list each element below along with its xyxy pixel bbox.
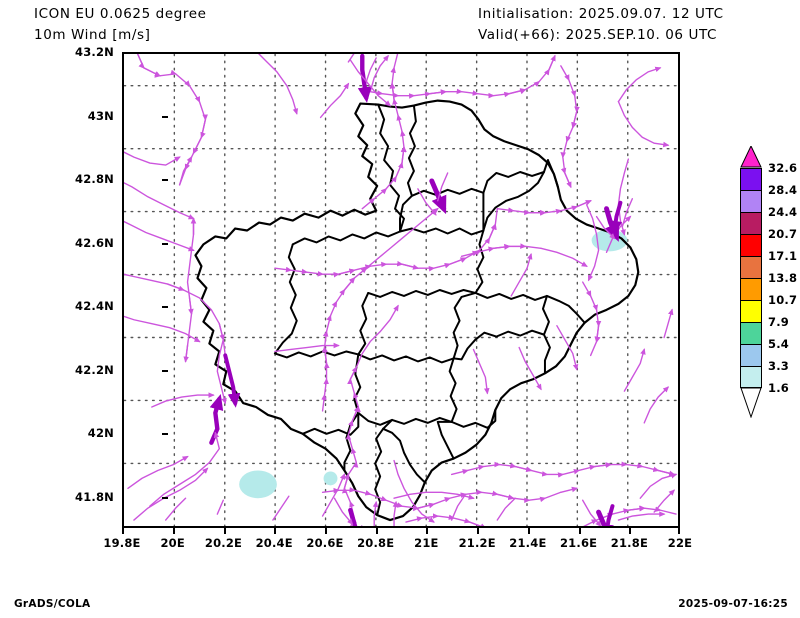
generation-timestamp: 2025-09-07-16:25 [678, 598, 788, 610]
x-tick-label: 21.4E [509, 536, 547, 550]
x-tick-label: 20.8E [357, 536, 395, 550]
x-tick-mark [122, 528, 124, 534]
x-tick-label: 21.2E [458, 536, 496, 550]
colorbar-tick-label: 1.6 [768, 381, 789, 395]
initialisation-time: Initialisation: 2025.09.07. 12 UTC [478, 6, 724, 22]
y-tick-label: 42N [87, 426, 114, 440]
y-tick-mark [162, 52, 168, 54]
wind-streamlines [124, 54, 678, 526]
y-tick-label: 42.4N [75, 299, 114, 313]
x-tick-mark [678, 528, 680, 534]
field-title: 10m Wind [m/s] [34, 27, 151, 43]
valid-time: Valid(+66): 2025.SEP.10. 06 UTC [478, 27, 718, 43]
x-tick-mark [274, 528, 277, 534]
y-tick-label: 42.8N [75, 172, 114, 186]
y-tick-mark [162, 433, 168, 435]
wind-speed-colorbar: 32.6 28.4 24.4 20.7 17.1 13.8 10.7 7.9 5… [740, 146, 798, 446]
colorbar-tick-label: 13.8 [768, 271, 798, 285]
x-tick-label: 21.8E [610, 536, 649, 550]
colorbar-tick-label: 10.7 [768, 293, 798, 307]
x-axis-ticks: 19.8E 20E 20.2E 20.4E 20.6E 20.8E 21E 21… [103, 528, 692, 554]
map-canvas [124, 54, 678, 526]
x-tick-mark [527, 528, 530, 534]
colorbar-cell [740, 212, 762, 234]
colorbar-tick-label: 17.1 [768, 249, 798, 263]
x-tick-mark [477, 528, 480, 534]
colorbar-tick-label: 24.4 [768, 205, 798, 219]
model-title: ICON EU 0.0625 degree [34, 6, 207, 22]
x-tick-label: 21.6E [559, 536, 598, 550]
y-tick-mark [162, 369, 168, 372]
x-tick-mark [325, 528, 327, 534]
x-tick-label: 20.6E [306, 536, 344, 550]
x-tick-label: 19.8E [103, 536, 141, 550]
y-tick-label: 42.6N [75, 235, 114, 250]
y-tick-label: 43N [87, 108, 114, 123]
colorbar-cell [740, 168, 762, 190]
colorbar-cell [740, 278, 762, 300]
x-tick-mark [578, 528, 581, 534]
y-tick-mark [162, 496, 168, 499]
y-tick-mark [162, 115, 168, 118]
producer-label: GrADS/COLA [14, 598, 91, 610]
colorbar-cell [740, 234, 762, 256]
y-tick-mark [162, 306, 168, 308]
colorbar-cell [740, 322, 762, 344]
y-tick-label: 43.2N [75, 45, 114, 59]
colorbar-tick-label: 28.4 [768, 183, 798, 197]
x-tick-mark [172, 528, 175, 534]
colorbar-cell [740, 190, 762, 212]
colorbar-tick-label: 32.6 [768, 161, 798, 175]
x-tick-label: 21E [414, 536, 439, 550]
colorbar-below-min-arrow [740, 388, 762, 418]
colorbar-color-cells [740, 168, 762, 388]
y-tick-label: 42.2N [75, 362, 114, 377]
wind-speed-contour-patches [239, 229, 628, 499]
colorbar-tick-label: 5.4 [768, 337, 789, 351]
colorbar-tick-label: 20.7 [768, 227, 798, 241]
y-tick-label: 41.8N [75, 489, 114, 504]
colorbar-cell [740, 366, 762, 388]
colorbar-above-max-arrow [740, 146, 762, 168]
x-tick-mark [375, 528, 378, 534]
y-tick-mark [162, 242, 168, 245]
x-tick-label: 20E [160, 536, 185, 550]
map-gridlines [124, 54, 678, 526]
map-plot-area [122, 52, 680, 528]
y-tick-mark [162, 179, 168, 181]
colorbar-cell [740, 344, 762, 366]
x-tick-mark [426, 528, 429, 534]
colorbar-tick-label: 7.9 [768, 315, 789, 329]
x-tick-mark [629, 528, 632, 534]
x-tick-label: 20.2E [204, 536, 243, 550]
y-axis-ticks: 43.2N 43N 42.8N 42.6N 42.4N 42.2N 42N 41… [46, 45, 168, 528]
x-tick-label: 22E [667, 536, 693, 550]
colorbar-cell [740, 300, 762, 322]
colorbar-tick-label: 3.3 [768, 359, 789, 373]
x-tick-label: 20.4E [255, 536, 293, 550]
x-tick-mark [223, 528, 226, 534]
colorbar-cell [740, 256, 762, 278]
administrative-borders [194, 99, 640, 522]
